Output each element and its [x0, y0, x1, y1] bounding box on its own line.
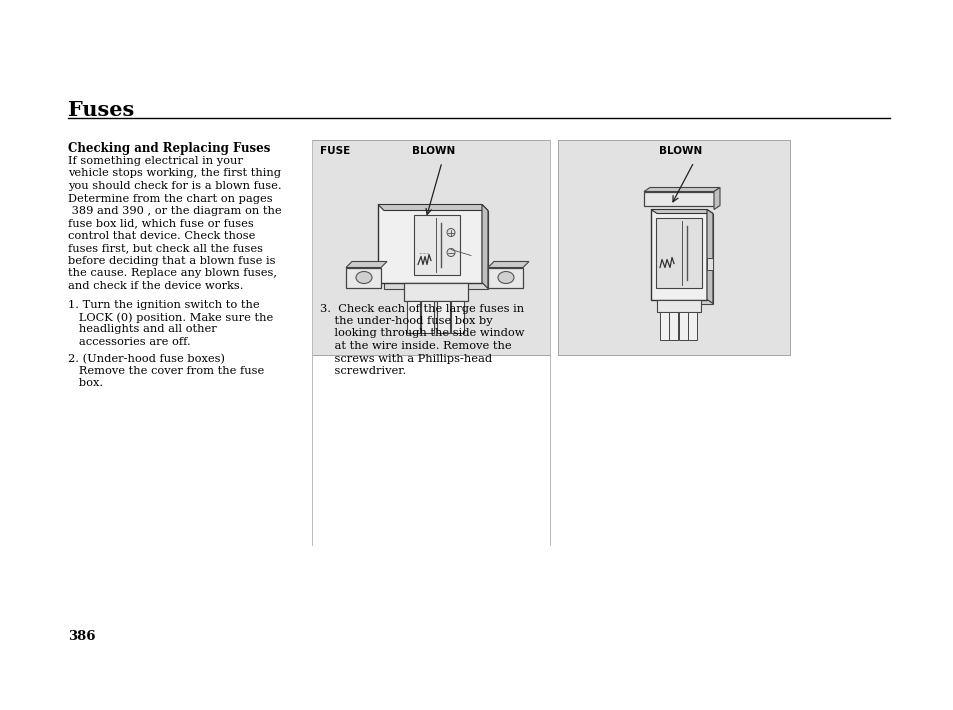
Text: screwdriver.: screwdriver.	[319, 366, 406, 376]
Text: 1. Turn the ignition switch to the: 1. Turn the ignition switch to the	[68, 300, 259, 310]
Polygon shape	[706, 209, 712, 303]
Text: fuse box lid, which fuse or fuses: fuse box lid, which fuse or fuses	[68, 219, 253, 229]
Bar	[687, 312, 697, 339]
Polygon shape	[481, 204, 488, 288]
Text: headlights and all other: headlights and all other	[68, 324, 216, 334]
Bar	[377, 204, 481, 283]
Text: control that device. Check those: control that device. Check those	[68, 231, 255, 241]
Bar	[558, 140, 789, 355]
Text: looking through the side window: looking through the side window	[319, 329, 524, 339]
Bar	[679, 312, 687, 339]
Text: 386: 386	[68, 630, 95, 643]
Bar	[312, 140, 550, 355]
Bar	[420, 300, 434, 332]
Text: Remove the cover from the fuse: Remove the cover from the fuse	[68, 366, 264, 376]
Bar	[668, 312, 678, 339]
Text: 2. (Under-hood fuse boxes): 2. (Under-hood fuse boxes)	[68, 354, 225, 364]
Bar	[657, 214, 712, 303]
Text: you should check for is a blown fuse.: you should check for is a blown fuse.	[68, 181, 281, 191]
Ellipse shape	[497, 271, 514, 283]
Text: screws with a Phillips-head: screws with a Phillips-head	[319, 354, 492, 364]
Bar	[650, 209, 706, 300]
Text: LOCK (0) position. Make sure the: LOCK (0) position. Make sure the	[68, 312, 273, 322]
Polygon shape	[650, 209, 712, 214]
Bar	[656, 217, 701, 288]
Text: Checking and Replacing Fuses: Checking and Replacing Fuses	[68, 142, 270, 155]
Bar	[414, 214, 459, 275]
Bar	[643, 192, 713, 205]
Bar	[488, 268, 522, 288]
Text: Determine from the chart on pages: Determine from the chart on pages	[68, 194, 273, 204]
Text: box.: box.	[68, 378, 103, 388]
Text: at the wire inside. Remove the: at the wire inside. Remove the	[319, 341, 511, 351]
Text: before deciding that a blown fuse is: before deciding that a blown fuse is	[68, 256, 275, 266]
Text: fuses first, but check all the fuses: fuses first, but check all the fuses	[68, 244, 263, 253]
Text: Fuses: Fuses	[68, 100, 134, 120]
Circle shape	[447, 229, 455, 236]
Bar	[384, 210, 488, 288]
Text: accessories are off.: accessories are off.	[68, 337, 191, 347]
Bar	[659, 312, 668, 339]
Polygon shape	[713, 187, 720, 209]
Bar	[403, 283, 468, 300]
Polygon shape	[488, 261, 529, 268]
Text: the cause. Replace any blown fuses,: the cause. Replace any blown fuses,	[68, 268, 276, 278]
Text: BLOWN: BLOWN	[659, 146, 701, 156]
Polygon shape	[346, 261, 387, 268]
Polygon shape	[377, 204, 488, 210]
Ellipse shape	[355, 271, 372, 283]
Bar	[451, 300, 463, 332]
Text: vehicle stops working, the first thing: vehicle stops working, the first thing	[68, 168, 281, 178]
Bar	[657, 300, 700, 312]
Bar	[407, 300, 419, 332]
Text: and check if the device works.: and check if the device works.	[68, 281, 243, 291]
Circle shape	[447, 248, 455, 256]
Text: BLOWN: BLOWN	[412, 146, 455, 156]
Bar	[436, 300, 450, 332]
Text: If something electrical in your: If something electrical in your	[68, 156, 243, 166]
Text: 389 and 390 , or the diagram on the: 389 and 390 , or the diagram on the	[68, 206, 281, 216]
Text: the under-hood fuse box by: the under-hood fuse box by	[319, 316, 492, 326]
Bar	[706, 258, 712, 270]
Text: 3.  Check each of the large fuses in: 3. Check each of the large fuses in	[319, 303, 523, 314]
Bar	[346, 268, 380, 288]
Text: FUSE: FUSE	[319, 146, 350, 156]
Polygon shape	[643, 187, 720, 192]
